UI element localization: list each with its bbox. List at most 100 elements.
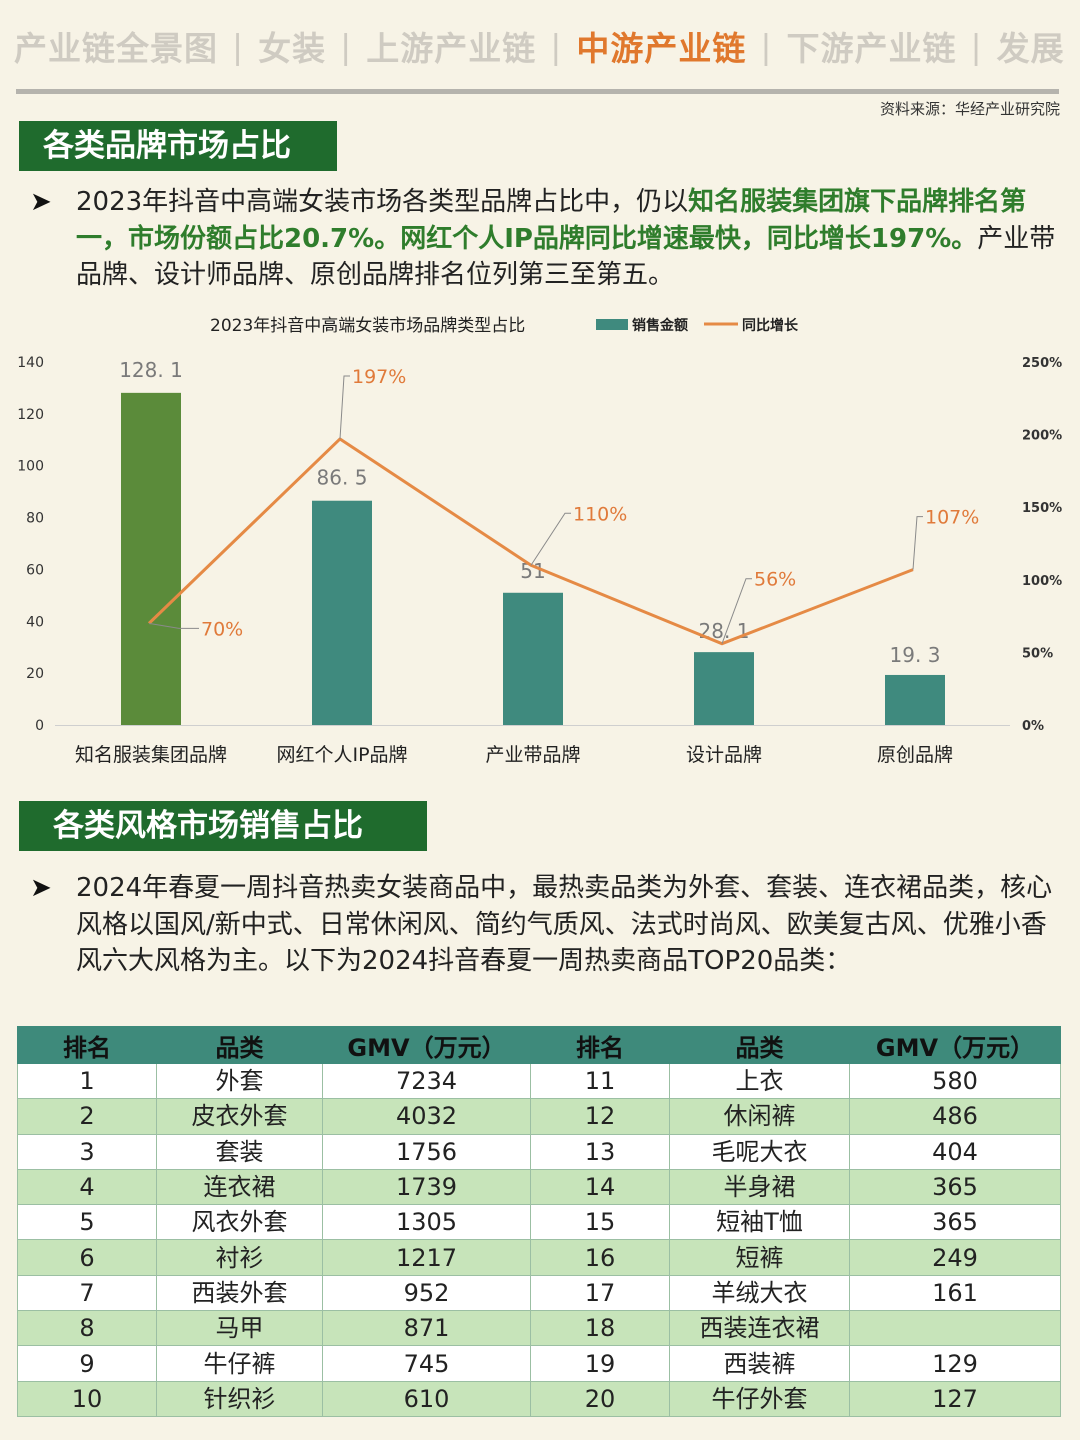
x-category-label: 原创品牌 xyxy=(877,744,953,766)
bar-2 xyxy=(503,592,563,725)
brand-type-chart: 2023年抖音中高端女装市场品牌类型占比 销售金额 同比增长 0 20 40 60 80 100… xyxy=(0,305,1080,785)
top20-table-wrapper: 排名 品类 GMV（万元） 排名 品类 GMV（万元） 1 外套 7234 11 上衣 580 2 皮衣… xyxy=(17,1026,1061,1417)
line-label-leader xyxy=(339,375,350,439)
table-cell: 套装 xyxy=(156,1133,323,1170)
table-cell: 871 xyxy=(322,1310,531,1347)
table-cell: 5 xyxy=(17,1204,157,1241)
nav-separator: | xyxy=(232,26,245,66)
table-cell: 8 xyxy=(17,1310,157,1347)
table-row: 1 外套 7234 11 上衣 580 xyxy=(17,1062,1061,1100)
table-cell: 短袖T恤 xyxy=(669,1204,850,1241)
table-cell: 127 xyxy=(849,1380,1061,1417)
table-cell: 129 xyxy=(849,1345,1061,1382)
table-cell: 3 xyxy=(17,1133,157,1170)
table-cell: 18 xyxy=(530,1310,670,1347)
table-cell: 9 xyxy=(17,1345,157,1382)
y-right-tick: 0% xyxy=(1022,719,1044,734)
table-cell: 1305 xyxy=(322,1204,531,1241)
table-cell xyxy=(849,1310,1061,1347)
bar-4 xyxy=(885,674,945,725)
table-cell: 马甲 xyxy=(156,1310,323,1347)
x-category-label: 网红个人IP品牌 xyxy=(276,744,407,766)
table-cell: 牛仔外套 xyxy=(669,1380,850,1417)
legend-bar-swatch xyxy=(596,319,628,330)
line-label-leader xyxy=(912,516,923,570)
table-cell: 皮衣外套 xyxy=(156,1098,323,1135)
table-row: 6 衬衫 1217 16 短裤 249 xyxy=(17,1239,1061,1276)
table-cell: 15 xyxy=(530,1204,670,1241)
table-cell: 外套 xyxy=(156,1062,323,1100)
nav-item-2[interactable]: 上游产业链 xyxy=(366,29,537,68)
brand-type-chart-svg: 2023年抖音中高端女装市场品牌类型占比 销售金额 同比增长 0 20 40 60 80 100… xyxy=(17,316,1062,766)
table-cell: 1 xyxy=(17,1062,157,1100)
table-cell: 11 xyxy=(530,1062,670,1100)
style-share-text: 2024年春夏一周抖音热卖女装商品中，最热卖品类为外套、套装、连衣裙品类，核心风… xyxy=(76,873,1053,976)
y-left-tick: 60 xyxy=(26,562,44,578)
bar-1 xyxy=(312,500,372,725)
x-category-label: 产业带品牌 xyxy=(485,744,580,766)
y-left-tick: 80 xyxy=(26,511,44,527)
y-left-tick: 100 xyxy=(17,459,44,475)
nav-item-0[interactable]: 产业链全景图 xyxy=(14,29,218,68)
plain-text: 2023年抖音中高端女装市场各类型品牌占比中，仍以 xyxy=(76,187,689,217)
table-cell: 580 xyxy=(849,1062,1061,1100)
top20-category-table: 排名 品类 GMV（万元） 排名 品类 GMV（万元） 1 外套 7234 11 上衣 580 2 皮衣… xyxy=(17,1026,1061,1417)
x-category-label: 知名服装集团品牌 xyxy=(75,744,227,766)
top-divider xyxy=(16,89,1059,94)
table-cell: 7 xyxy=(17,1274,157,1312)
y-left-tick: 0 xyxy=(35,718,44,734)
nav-item-4[interactable]: 下游产业链 xyxy=(786,29,957,68)
line-value-label: 110% xyxy=(573,503,627,525)
nav-item-3[interactable]: 中游产业链 xyxy=(576,29,747,68)
nav-item-5[interactable]: 发展 xyxy=(996,29,1065,68)
table-cell: 休闲裤 xyxy=(669,1098,850,1135)
table-cell: 牛仔裤 xyxy=(156,1345,323,1382)
table-cell: 13 xyxy=(530,1133,670,1170)
table-cell: 17 xyxy=(530,1274,670,1312)
nav-item-1[interactable]: 女装 xyxy=(258,29,327,68)
table-cell: 风衣外套 xyxy=(156,1204,323,1241)
line-value-label: 70% xyxy=(201,618,243,640)
plain-text: 产业带品牌、设计师品牌、原创品牌排名位列第三至第五。 xyxy=(76,223,1056,291)
table-cell: 1756 xyxy=(322,1133,531,1170)
table-cell: 西装连衣裙 xyxy=(669,1310,850,1347)
growth-line xyxy=(147,437,914,646)
table-cell: 毛呢大衣 xyxy=(669,1133,850,1170)
table-cell: 1217 xyxy=(322,1239,531,1276)
y-left-tick: 40 xyxy=(26,614,44,630)
table-cell: 4 xyxy=(17,1168,157,1206)
table-cell: 610 xyxy=(322,1380,531,1417)
x-category-label: 设计品牌 xyxy=(686,744,762,766)
table-cell: 12 xyxy=(530,1098,670,1135)
y-left-tick: 120 xyxy=(17,407,44,423)
style-share-paragraph: ➤ 2024年春夏一周抖音热卖女装商品中，最热卖品类为外套、套装、连衣裙品类，核… xyxy=(30,870,1065,980)
brand-share-paragraph: ➤ 2023年抖音中高端女装市场各类型品牌占比中，仍以知名服装集团旗下品牌排名第… xyxy=(30,184,1065,294)
table-row: 10 针织衫 610 20 牛仔外套 127 xyxy=(17,1380,1061,1417)
table-cell: 7234 xyxy=(322,1062,531,1100)
table-header-row: 排名 品类 GMV（万元） 排名 品类 GMV（万元） xyxy=(17,1026,1061,1064)
section-title-style-share: 各类风格市场销售占比 xyxy=(19,801,427,851)
nav-separator: | xyxy=(970,26,983,66)
table-header-cell: 品类 xyxy=(669,1026,850,1064)
highlight-text: 知名服装集团旗下品牌排名第一，市场份额占比20.7%。网红个人IP品牌同比增速最… xyxy=(76,187,1027,254)
table-body: 1 外套 7234 11 上衣 580 2 皮衣外套 4032 12 休闲裤 486 3 套装 1756 13… xyxy=(17,1062,1061,1417)
line-label-leader xyxy=(721,578,752,644)
section-title-brand-share: 各类品牌市场占比 xyxy=(19,121,337,171)
bar-value-label: 86. 5 xyxy=(317,466,368,490)
table-cell: 针织衫 xyxy=(156,1380,323,1417)
y-right-tick: 100% xyxy=(1022,574,1062,589)
y-left-tick: 20 xyxy=(26,666,44,682)
nav-separator: | xyxy=(340,26,353,66)
line-value-label: 107% xyxy=(925,507,979,529)
table-row: 9 牛仔裤 745 19 西装裤 129 xyxy=(17,1345,1061,1382)
bar-value-label: 19. 3 xyxy=(890,643,941,667)
table-cell: 365 xyxy=(849,1204,1061,1241)
line-value-label: 197% xyxy=(352,366,406,388)
top-navigation: 产业链全景图 | 女装 | 上游产业链 | 中游产业链 | 下游产业链 | 发展 xyxy=(0,22,1080,82)
table-cell: 1739 xyxy=(322,1168,531,1206)
table-cell: 161 xyxy=(849,1274,1061,1312)
line-value-label: 56% xyxy=(754,569,796,591)
table-cell: 衬衫 xyxy=(156,1239,323,1276)
legend-line-label: 同比增长 xyxy=(742,317,799,334)
table-cell: 西装外套 xyxy=(156,1274,323,1312)
